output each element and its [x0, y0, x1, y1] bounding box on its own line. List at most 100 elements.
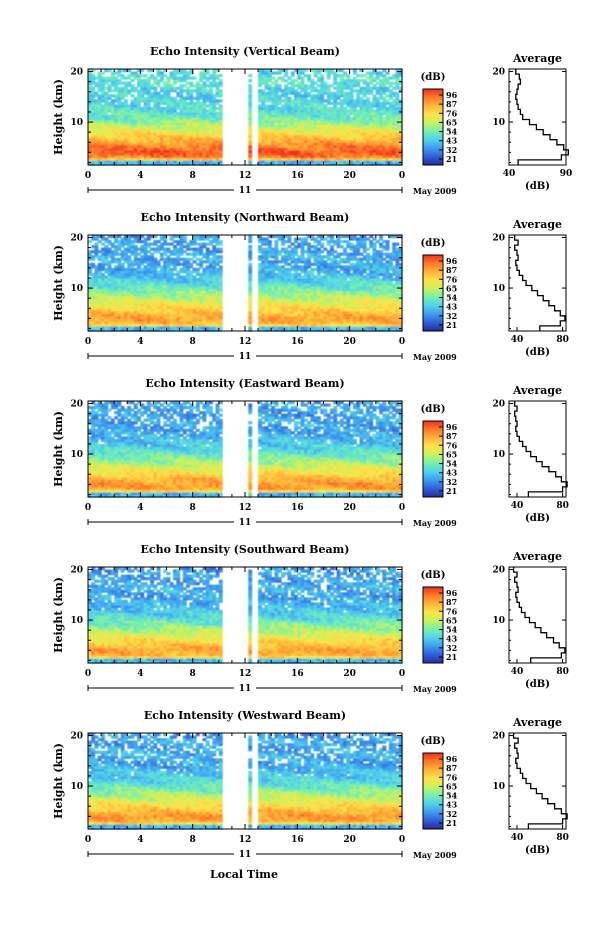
- x-tick-label: 16: [291, 337, 304, 347]
- average-y-tick-label: 20: [492, 234, 505, 244]
- colorbar-tick-label: 87: [446, 597, 457, 607]
- echo-heatmap: [88, 567, 403, 664]
- colorbar-tick-label: 21: [446, 154, 457, 164]
- x-tick-label: 0: [85, 337, 91, 347]
- y-tick-label: 10: [70, 118, 83, 128]
- colorbar-gradient: [422, 586, 444, 664]
- x-tick-label: 12: [239, 171, 252, 181]
- panel-5: Echo Intensity (Westward Beam)0 4 8 12 16 20 0…: [52, 709, 569, 860]
- day-label: 11: [239, 850, 252, 860]
- panel-3: Echo Intensity (Eastward Beam)0 4 8 12 16 20 0…: [52, 377, 569, 528]
- y-tick-label: 10: [70, 450, 83, 460]
- y-tick-label: 20: [70, 234, 83, 244]
- panel-title: Echo Intensity (Northward Beam): [141, 211, 350, 224]
- colorbar-tick-label: 54: [446, 459, 458, 469]
- average-profile: Average 40 80 20 10 (dB): [492, 218, 568, 358]
- average-x-tick-label: 40: [511, 501, 524, 511]
- colorbar-tick-label: 43: [446, 800, 458, 810]
- echo-heatmap: [88, 401, 403, 498]
- y-axis-label: Height (km): [52, 577, 65, 653]
- colorbar-gradient: [422, 752, 444, 830]
- average-x-label: (dB): [525, 347, 550, 358]
- average-y-tick-label: 20: [492, 68, 505, 78]
- colorbar-tick-label: 76: [446, 440, 458, 450]
- x-tick-label: 16: [291, 669, 304, 679]
- x-tick-label: 16: [291, 171, 304, 181]
- colorbar-tick-label: 65: [446, 283, 457, 293]
- average-x-tick-label: 40: [511, 667, 524, 677]
- y-tick-label: 20: [70, 566, 83, 576]
- average-y-tick-label: 20: [492, 732, 505, 742]
- average-x-tick-label: 80: [556, 501, 569, 511]
- colorbar-unit: (dB): [421, 238, 446, 249]
- echo-heatmap: [88, 235, 403, 332]
- colorbar-tick-label: 21: [446, 818, 457, 828]
- average-x-label: (dB): [525, 513, 550, 524]
- average-x-tick-label: 40: [503, 169, 516, 179]
- average-profile-line: [514, 235, 566, 331]
- colorbar-tick-label: 21: [446, 320, 457, 330]
- colorbar-tick-label: 54: [446, 625, 458, 635]
- average-y-tick-label: 10: [492, 284, 505, 294]
- average-frame: [508, 732, 567, 830]
- y-tick-label: 10: [70, 616, 83, 626]
- colorbar-gradient: [422, 420, 444, 498]
- date-bar: 11 May 2009: [87, 350, 457, 362]
- x-tick-label: 4: [137, 171, 143, 181]
- x-tick-label: 8: [190, 337, 196, 347]
- date-label: May 2009: [413, 518, 457, 528]
- x-tick-label: 4: [137, 835, 143, 845]
- y-tick-label: 10: [70, 284, 83, 294]
- x-tick-label: 12: [239, 669, 252, 679]
- panel-title: Echo Intensity (Westward Beam): [144, 709, 346, 722]
- x-tick-label: 0: [399, 337, 405, 347]
- x-tick-label: 20: [343, 835, 356, 845]
- x-tick-label: 0: [85, 669, 91, 679]
- panel-4: Echo Intensity (Southward Beam) 0 4 8 12 16 20…: [52, 543, 569, 694]
- bottom-xlabel: Local Time: [210, 868, 278, 881]
- y-axis-label: Height (km): [52, 743, 65, 819]
- colorbar-tick-label: 76: [446, 108, 458, 118]
- y-tick-label: 10: [70, 782, 83, 792]
- average-title: Average: [512, 384, 562, 397]
- x-tick-label: 0: [399, 503, 405, 513]
- x-tick-label: 20: [343, 171, 356, 181]
- average-profile-line: [515, 69, 569, 165]
- panel-2: Echo Intensity (Northward Beam) 0 4 8 12 16 20…: [52, 211, 569, 362]
- colorbar-tick-label: 43: [446, 468, 458, 478]
- average-y-tick-label: 10: [492, 450, 505, 460]
- x-axis: 0 4 8 12 16 20 0: [85, 733, 405, 845]
- average-y-tick-label: 10: [492, 782, 505, 792]
- colorbar-unit: (dB): [421, 72, 446, 83]
- day-label: 11: [239, 352, 252, 362]
- average-title: Average: [512, 716, 562, 729]
- x-tick-label: 16: [291, 503, 304, 513]
- date-bar: 11 May 2009: [87, 184, 457, 196]
- colorbar-tick-label: 32: [446, 311, 457, 321]
- x-tick-label: 12: [239, 503, 252, 513]
- colorbar-tick-label: 96: [446, 256, 458, 266]
- average-y-tick-label: 20: [492, 400, 505, 410]
- colorbar-tick-label: 96: [446, 422, 458, 432]
- y-axis-label: Height (km): [52, 411, 65, 487]
- y-tick-label: 20: [70, 732, 83, 742]
- date-bar: 11 May 2009: [87, 848, 457, 860]
- x-tick-label: 8: [190, 835, 196, 845]
- y-tick-label: 20: [70, 400, 83, 410]
- colorbar-tick-label: 87: [446, 99, 457, 109]
- average-x-label: (dB): [525, 845, 550, 856]
- x-tick-label: 0: [399, 835, 405, 845]
- colorbar-tick-label: 87: [446, 265, 457, 275]
- x-tick-label: 20: [343, 503, 356, 513]
- panel-title: Echo Intensity (Southward Beam): [141, 543, 350, 556]
- average-x-label: (dB): [525, 679, 550, 690]
- echo-heatmap: [88, 69, 403, 166]
- average-profile-line: [512, 567, 566, 663]
